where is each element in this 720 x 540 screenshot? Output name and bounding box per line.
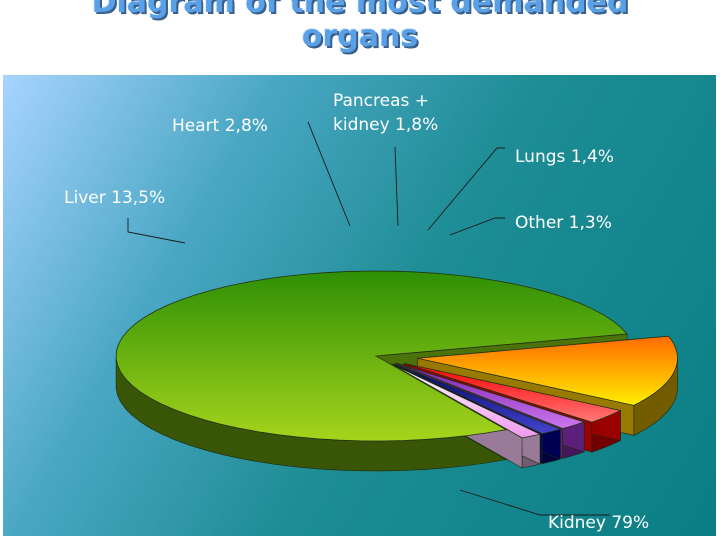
data-label-kidney: Kidney 79% (548, 513, 649, 533)
chart-title-line-2: organs (301, 19, 419, 54)
leader-line-liver (127, 218, 186, 244)
leader-line-pancreas-kidney (394, 146, 399, 227)
pie-slice-liver (417, 335, 678, 406)
data-label-pancreas-kidney: Pancreas + kidney 1,8% (333, 91, 438, 135)
data-label-lungs: Lungs 1,4% (515, 147, 614, 167)
leader-line-kidney (459, 489, 610, 516)
pie-slice-kidney (115, 270, 628, 442)
data-label-liver: Liver 13,5% (64, 188, 165, 208)
data-label-heart: Heart 2,8% (172, 116, 268, 136)
pie-slice-pancreas-kidney (396, 362, 586, 429)
chart-title-line-1: Diagram of the most demanded (91, 0, 629, 20)
leader-line-heart (307, 121, 351, 227)
pie-slice-heart (403, 362, 622, 423)
pie-slice-other (391, 363, 542, 439)
leader-line-other (449, 217, 505, 236)
chart-title: Diagram of the most demanded organs (0, 0, 720, 54)
pie-slice-lungs (393, 363, 562, 435)
leader-line-lungs (427, 147, 505, 231)
data-label-other: Other 1,3% (515, 213, 612, 233)
